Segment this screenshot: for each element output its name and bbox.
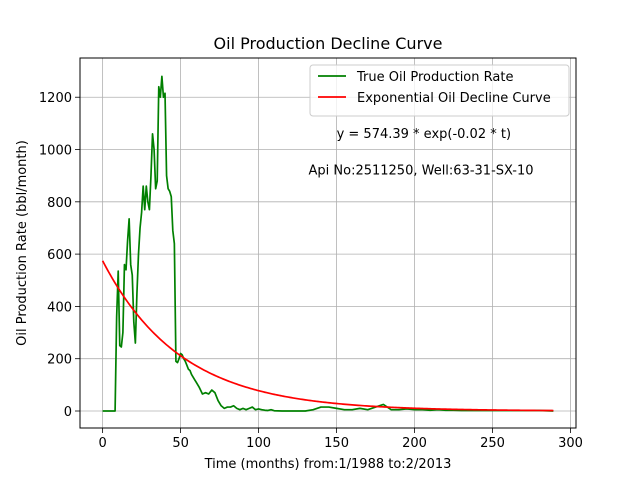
y-tick-label: 800 <box>47 196 72 211</box>
x-axis-ticks: 0 50 100 150 200 250 300 <box>98 428 583 451</box>
y-tick-label: 600 <box>47 248 72 263</box>
legend-box <box>309 64 570 117</box>
x-tick-label: 250 <box>480 436 505 451</box>
y-tick-label: 1200 <box>39 91 72 106</box>
chart-title: Oil Production Decline Curve <box>214 34 443 53</box>
y-tick-label: 0 <box>64 405 72 420</box>
x-axis-label: Time (months) from:1/1988 to:2/2013 <box>204 457 452 472</box>
y-axis-ticks: 0 200 400 600 800 1000 1200 <box>39 91 80 420</box>
series-line-true-production-rate <box>102 75 554 412</box>
legend: True Oil Production Rate Exponential Oil… <box>309 64 570 117</box>
x-tick-label: 300 <box>558 436 583 451</box>
plot-area <box>80 58 576 428</box>
y-tick-label: 1000 <box>39 144 72 159</box>
plot-frame <box>79 57 577 429</box>
x-tick-label: 50 <box>172 436 189 451</box>
x-tick-label: 0 <box>98 436 106 451</box>
series-lines <box>101 75 554 412</box>
y-tick-label: 400 <box>47 300 72 315</box>
series-line-exponential-decline <box>101 260 554 412</box>
well-annotation: Api No:2511250, Well:63-31-SX-10 <box>309 163 534 178</box>
x-tick-label: 200 <box>402 436 427 451</box>
x-tick-label: 150 <box>324 436 349 451</box>
x-tick-label: 100 <box>246 436 271 451</box>
legend-label-true-rate: True Oil Production Rate <box>356 70 513 85</box>
legend-label-decline-curve: Exponential Oil Decline Curve <box>357 91 551 106</box>
annotations: y = 574.39 * exp(-0.02 * t) Api No:25112… <box>309 127 534 179</box>
equation-annotation: y = 574.39 * exp(-0.02 * t) <box>337 127 511 142</box>
y-axis-label: Oil Production Rate (bbl/month) <box>15 140 30 346</box>
y-tick-label: 200 <box>47 353 72 368</box>
